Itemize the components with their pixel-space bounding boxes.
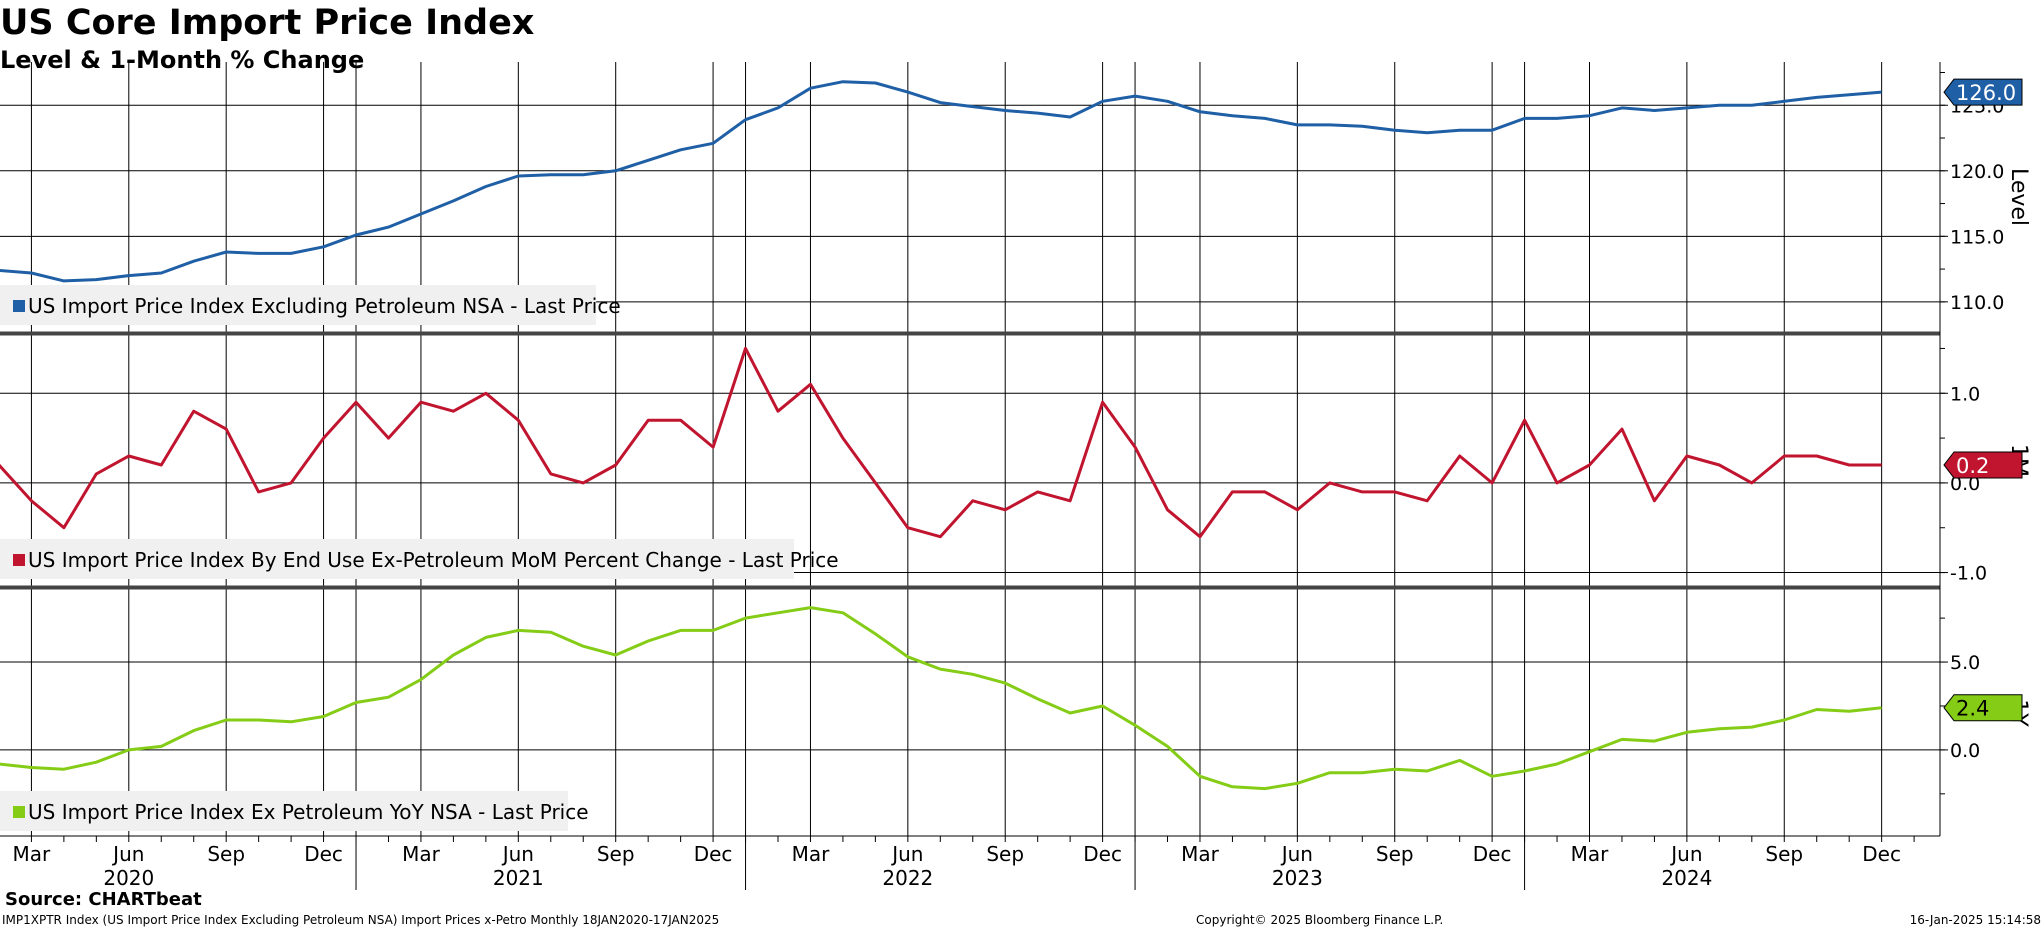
footer-ticker-info: IMP1XPTR Index (US Import Price Index Ex… [2,913,720,927]
yoy-y-tick-label: 5.0 [1950,652,1980,674]
x-tick-label: Mar [1181,842,1220,866]
yoy-legend-box [0,791,568,831]
level-y-tick-label: 110.0 [1950,292,2004,314]
level-y-tick-label: 115.0 [1950,226,2004,248]
x-tick-label: Mar [792,842,831,866]
mom-legend-box [0,539,794,579]
mom-last-value-label: 0.2 [1956,454,1989,478]
x-tick-label: Sep [986,842,1024,866]
level-legend-swatch [13,300,25,312]
mom-legend-swatch [13,554,25,566]
yoy-legend-label: US Import Price Index Ex Petroleum YoY N… [28,800,589,824]
chart-subtitle: Level & 1-Month % Change [0,46,365,74]
x-tick-label: Mar [402,842,441,866]
x-tick-label: Dec [304,842,343,866]
x-year-label: 2020 [103,866,154,890]
level-series-line [0,80,1882,283]
x-tick-label: Dec [1083,842,1122,866]
x-year-label: 2024 [1661,866,1712,890]
level-legend-label: US Import Price Index Excluding Petroleu… [28,294,621,318]
footer-timestamp: 16-Jan-2025 15:14:58 [1909,913,2041,927]
footer-copyright: Copyright© 2025 Bloomberg Finance L.P. [1196,913,1444,927]
level-legend-box [0,285,596,325]
x-tick-label: Sep [207,842,245,866]
x-tick-label: Jun [1669,842,1702,866]
level-y-tick-label: 120.0 [1950,161,2004,183]
x-year-label: 2022 [882,866,933,890]
yoy-legend-swatch [13,806,25,818]
x-tick-label: Dec [1473,842,1512,866]
source-label: Source: CHARTbeat [5,889,202,910]
x-year-label: 2021 [493,866,544,890]
x-tick-label: Dec [1862,842,1901,866]
x-tick-label: Mar [1571,842,1610,866]
x-tick-label: Sep [1376,842,1414,866]
chart-title: US Core Import Price Index [0,3,535,43]
level-axis-title: Level [2006,168,2031,226]
yoy-last-value-label: 2.4 [1956,697,1989,721]
level-last-value-label: 126.0 [1956,81,2016,105]
mom-y-tick-label: 1.0 [1950,383,1980,405]
x-tick-label: Jun [111,842,144,866]
x-tick-label: Dec [694,842,733,866]
mom-last-value-tag [1943,451,2023,479]
x-tick-label: Jun [1280,842,1313,866]
mom-series-line [0,346,1882,539]
mom-legend-label: US Import Price Index By End Use Ex-Petr… [28,548,839,572]
x-tick-label: Jun [890,842,923,866]
x-tick-label: Mar [13,842,52,866]
x-tick-label: Jun [501,842,534,866]
x-year-label: 2023 [1272,866,1323,890]
yoy-last-value-tag [1943,694,2023,722]
yoy-series-line [0,606,1882,791]
mom-y-tick-label: -1.0 [1950,563,1987,585]
x-tick-label: Sep [597,842,635,866]
yoy-y-tick-label: 0.0 [1950,740,1980,762]
level-last-value-tag [1943,78,2023,106]
x-tick-label: Sep [1765,842,1803,866]
